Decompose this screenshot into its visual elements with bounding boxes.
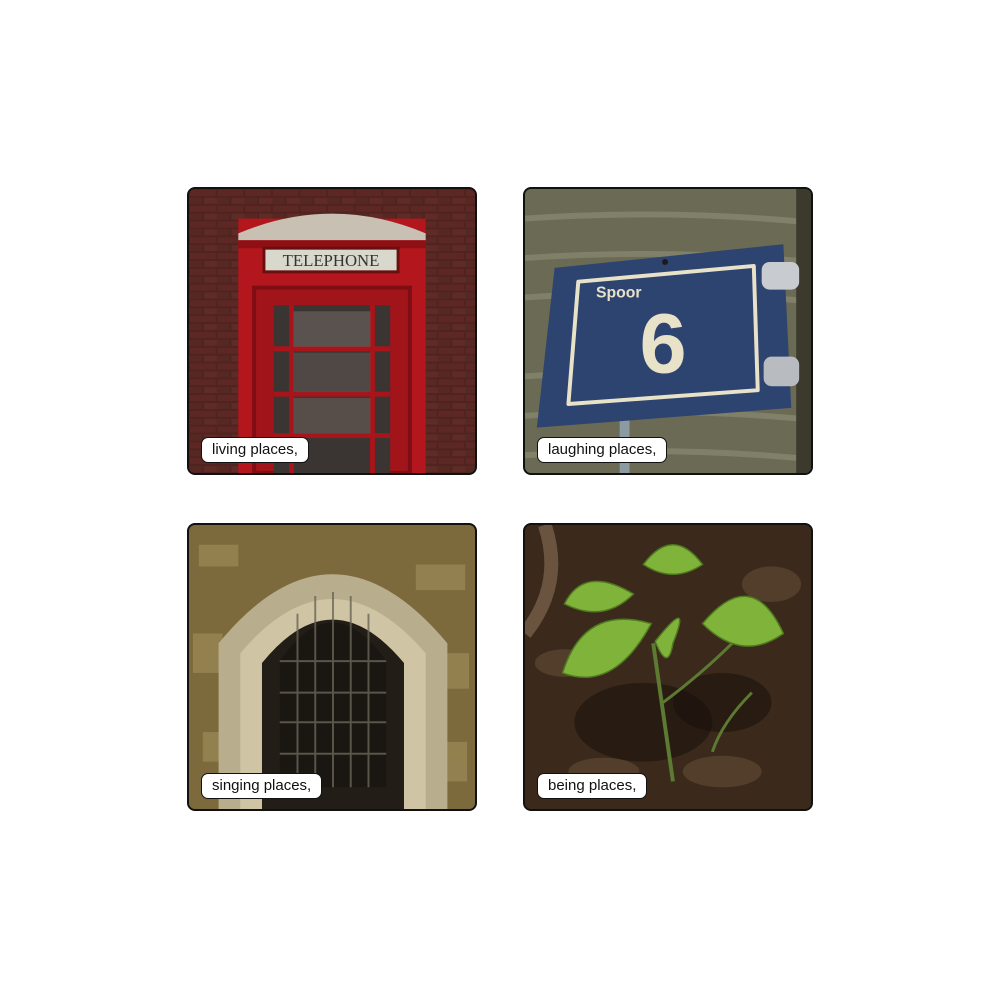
photo-tile-arched-window: singing places, <box>187 523 477 811</box>
caption-living-places: living places, <box>201 437 309 463</box>
telephone-sign: TELEPHONE <box>283 251 380 270</box>
platform-sign-photo: Spoor 6 <box>525 189 811 473</box>
sign-word-spoor: Spoor <box>596 284 642 301</box>
arched-window-photo <box>189 525 475 809</box>
photo-tile-plant: being places, <box>523 523 813 811</box>
telephone-box-photo: TELEPHONE <box>189 189 475 473</box>
photo-tile-telephone-box: TELEPHONE living places, <box>187 187 477 475</box>
caption-being-places: being places, <box>537 773 648 799</box>
plant-photo <box>525 525 811 809</box>
caption-laughing-places: laughing places, <box>537 437 668 463</box>
sign-number: 6 <box>639 295 686 390</box>
caption-singing-places: singing places, <box>201 773 323 799</box>
photo-tile-platform-sign: Spoor 6 laughing places, <box>523 187 813 475</box>
